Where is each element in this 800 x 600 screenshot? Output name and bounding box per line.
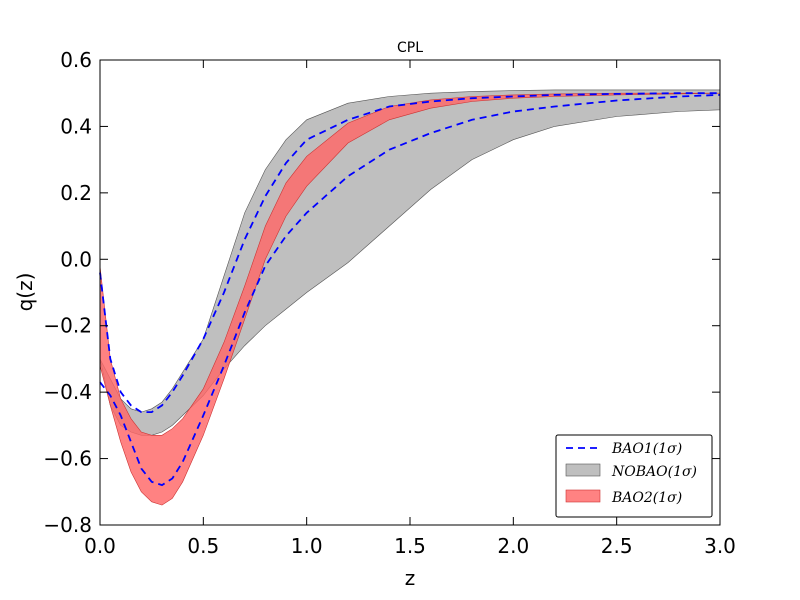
y-tick-label: 0.2	[60, 181, 92, 205]
x-tick-label: 3.0	[704, 534, 736, 558]
series-bao1-upper-line	[99, 92, 720, 413]
y-axis-label: q(z)	[13, 273, 37, 312]
y-tick-label: 0.4	[60, 114, 92, 138]
legend-bao1-label: BAO1(1σ)	[611, 441, 682, 457]
y-tick-label: −0.2	[43, 314, 92, 338]
series-nobao-band	[99, 89, 721, 436]
legend: BAO1(1σ) NOBAO(1σ) BAO2(1σ)	[555, 434, 713, 518]
y-tick-label: 0.6	[60, 48, 92, 72]
x-tick-label: 1.0	[291, 534, 323, 558]
y-tick-label: 0.0	[60, 247, 92, 271]
x-tick-label: 0.0	[84, 534, 116, 558]
plot-area: 0.0 0.5 1.0 1.5 2.0 2.5 3.0 −0.8 −0.6 −0.4 −0.2 0.0…	[43, 48, 735, 558]
chart-title: CPL	[397, 40, 423, 56]
y-tick-label: −0.8	[43, 513, 92, 537]
x-tick-label: 1.5	[394, 534, 426, 558]
x-tick-label: 2.5	[601, 534, 633, 558]
legend-bao2-label: BAO2(1σ)	[611, 490, 682, 506]
x-tick-label: 2.0	[497, 534, 529, 558]
y-tick-label: −0.4	[43, 380, 92, 404]
x-axis-label: z	[405, 566, 416, 590]
legend-nobao-swatch	[565, 463, 601, 477]
x-tick-label: 0.5	[187, 534, 219, 558]
y-tick-label: −0.6	[43, 447, 92, 471]
legend-nobao-label: NOBAO(1σ)	[611, 464, 697, 480]
series-bao1-lower-line	[99, 94, 721, 487]
legend-bao2-swatch	[565, 489, 601, 503]
